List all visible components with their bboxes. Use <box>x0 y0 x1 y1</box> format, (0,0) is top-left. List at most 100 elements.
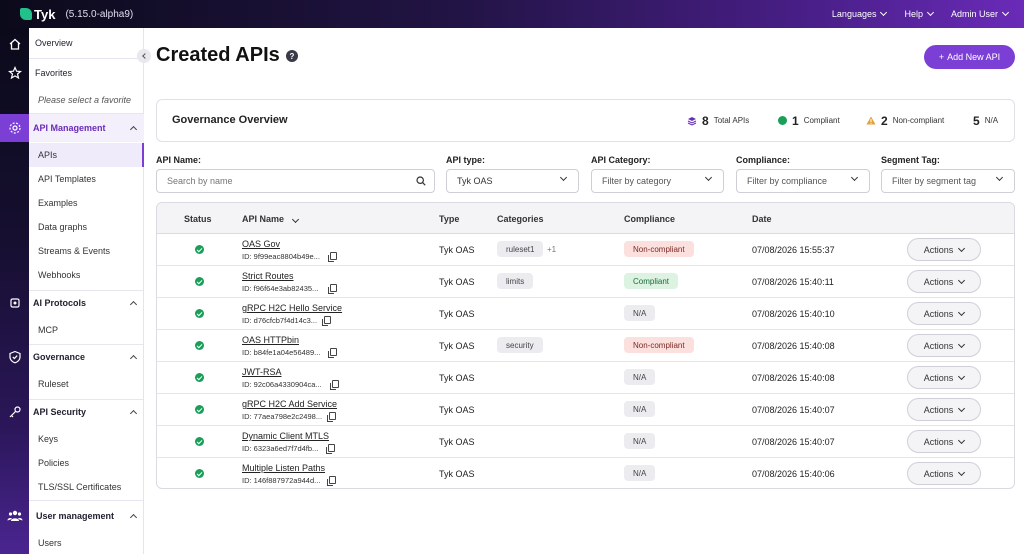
table-header: Status API Name Type Categories Complian… <box>157 203 1014 234</box>
actions-button[interactable]: Actions <box>907 398 981 421</box>
compliance-label: Compliance: <box>736 155 791 165</box>
sidebar-item-tls-certificates[interactable]: TLS/SSL Certificates <box>38 482 122 492</box>
sidebar-item-mcp[interactable]: MCP <box>38 325 58 335</box>
help-menu[interactable]: Help <box>904 8 935 19</box>
api-category-label: API Category: <box>591 155 651 165</box>
api-date: 07/08/2026 15:55:37 <box>752 245 835 255</box>
sidebar-group-user-management[interactable]: User management <box>29 502 144 530</box>
compliance-select[interactable]: Filter by compliance <box>736 169 870 193</box>
sidebar-item-examples[interactable]: Examples <box>38 198 78 208</box>
help-icon[interactable]: ? <box>286 50 298 62</box>
chevron-up-icon <box>129 300 138 309</box>
copy-icon[interactable] <box>328 252 337 262</box>
api-name-link[interactable]: Dynamic Client MTLS <box>242 431 330 441</box>
sidebar-item-ruleset[interactable]: Ruleset <box>38 379 69 389</box>
copy-icon[interactable] <box>326 444 335 454</box>
warning-icon <box>866 116 876 125</box>
api-name-link[interactable]: OAS Gov <box>242 239 281 249</box>
copy-icon[interactable] <box>328 348 337 358</box>
shield-icon[interactable] <box>0 343 29 371</box>
table-row: Dynamic Client MTLS ID: 6323a6ed7f7d4fb..… <box>157 426 1014 458</box>
compliance-badge: N/A <box>624 465 656 481</box>
actions-label: Actions <box>923 436 954 447</box>
api-type: Tyk OAS <box>439 341 475 351</box>
segment-tag-label: Segment Tag: <box>881 155 940 165</box>
sidebar-item-apis[interactable]: APIs <box>29 143 144 167</box>
chevron-down-icon <box>1001 8 1010 17</box>
ai-protocols-icon[interactable] <box>0 289 29 317</box>
search-icon[interactable] <box>416 176 426 186</box>
category-more[interactable]: +1 <box>547 245 557 254</box>
stat-label: Non-compliant <box>892 116 945 125</box>
search-field[interactable] <box>156 169 435 193</box>
column-status: Status <box>184 214 212 224</box>
actions-button[interactable]: Actions <box>907 334 981 357</box>
help-label: Help <box>904 9 923 19</box>
actions-button[interactable]: Actions <box>907 430 981 453</box>
api-id: ID: f96f64e3ab82435... <box>242 284 319 293</box>
compliance-badge: N/A <box>624 369 656 385</box>
sidebar-item-webhooks[interactable]: Webhooks <box>38 270 81 280</box>
status-check-icon <box>195 373 204 382</box>
sidebar-item-streams-events[interactable]: Streams & Events <box>38 246 111 256</box>
category-tag: security <box>497 337 543 353</box>
user-menu[interactable]: Admin User <box>951 8 1010 19</box>
sidebar-item-favorites[interactable]: Favorites <box>35 68 73 78</box>
sidebar-group-api-management[interactable]: API Management <box>29 114 144 142</box>
copy-icon[interactable] <box>322 316 331 326</box>
sidebar-item-keys[interactable]: Keys <box>38 434 59 444</box>
search-input[interactable] <box>167 176 407 186</box>
api-name-link[interactable]: gRPC H2C Add Service <box>242 399 338 409</box>
api-name-link[interactable]: JWT-RSA <box>242 367 282 377</box>
column-api-name[interactable]: API Name <box>242 214 299 224</box>
api-type: Tyk OAS <box>439 373 475 383</box>
sidebar-group-ai-protocols[interactable]: AI Protocols <box>29 291 144 315</box>
column-type: Type <box>439 214 460 224</box>
plus-icon: + <box>938 52 945 62</box>
actions-button[interactable]: Actions <box>907 302 981 325</box>
sidebar-group-api-security[interactable]: API Security <box>29 400 144 424</box>
status-check-icon <box>195 405 204 414</box>
copy-icon[interactable] <box>330 380 339 390</box>
sidebar-group-governance[interactable]: Governance <box>29 345 144 369</box>
users-icon[interactable] <box>0 502 29 530</box>
home-icon[interactable] <box>0 30 29 58</box>
collapse-sidebar-button[interactable] <box>137 49 151 63</box>
add-new-api-button[interactable]: + Add New API <box>924 45 1015 69</box>
chevron-down-icon <box>850 173 859 182</box>
actions-button[interactable]: Actions <box>907 238 981 261</box>
star-icon[interactable] <box>0 59 29 87</box>
sidebar-item-api-templates[interactable]: API Templates <box>38 174 96 184</box>
chevron-down-icon <box>958 276 966 284</box>
column-categories: Categories <box>497 214 544 224</box>
api-name-link[interactable]: gRPC H2C Hello Service <box>242 303 343 313</box>
api-name-link[interactable]: OAS HTTPbin <box>242 335 300 345</box>
api-name-link[interactable]: Strict Routes <box>242 271 294 281</box>
sidebar: Overview Favorites Please select a favor… <box>29 28 144 554</box>
copy-icon[interactable] <box>327 412 336 422</box>
api-type-select[interactable]: Tyk OAS <box>446 169 579 193</box>
top-nav: Languages Help Admin User <box>832 0 1010 28</box>
api-category-select[interactable]: Filter by category <box>591 169 724 193</box>
sidebar-item-data-graphs[interactable]: Data graphs <box>38 222 88 232</box>
actions-label: Actions <box>923 468 954 479</box>
sidebar-item-policies[interactable]: Policies <box>38 458 70 468</box>
api-type-label: API type: <box>446 155 486 165</box>
copy-icon[interactable] <box>327 476 336 486</box>
sidebar-item-overview[interactable]: Overview <box>35 38 73 48</box>
actions-button[interactable]: Actions <box>907 462 981 485</box>
tyk-logo[interactable]: Tyk <box>20 7 55 22</box>
stat-label: Total APIs <box>713 116 750 125</box>
table-row: JWT-RSA ID: 92c06a4330904ca... Tyk OAS N/A 0… <box>157 362 1014 394</box>
languages-menu[interactable]: Languages <box>832 8 888 19</box>
actions-button[interactable]: Actions <box>907 270 981 293</box>
key-icon[interactable] <box>0 398 29 426</box>
sidebar-item-users[interactable]: Users <box>38 538 62 548</box>
api-management-icon[interactable] <box>0 114 29 142</box>
api-name-link[interactable]: Multiple Listen Paths <box>242 463 326 473</box>
check-circle-icon <box>778 116 787 125</box>
copy-icon[interactable] <box>328 284 337 294</box>
segment-tag-select[interactable]: Filter by segment tag <box>881 169 1015 193</box>
actions-button[interactable]: Actions <box>907 366 981 389</box>
chevron-left-icon <box>142 53 148 59</box>
